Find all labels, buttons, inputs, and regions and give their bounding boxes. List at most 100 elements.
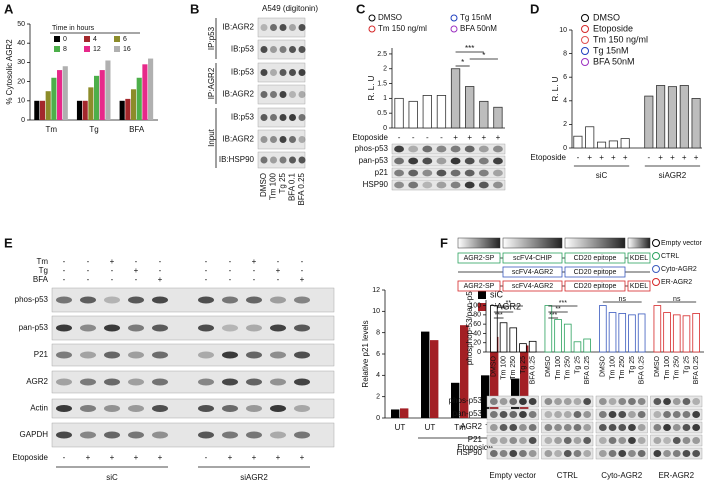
blot-band bbox=[628, 437, 636, 444]
x-tick-label: Tm bbox=[454, 423, 466, 432]
bar bbox=[82, 100, 88, 120]
bar bbox=[544, 305, 553, 353]
legend-title: Time in hours bbox=[52, 25, 95, 32]
blot-band bbox=[104, 405, 120, 412]
x-tick-label: + bbox=[453, 133, 458, 142]
treatment-sign: - bbox=[205, 257, 208, 266]
construct-label: CD20 epitope bbox=[574, 255, 617, 262]
x-tick-label: - bbox=[647, 153, 650, 162]
bar bbox=[57, 70, 63, 120]
x-tick-label: BFA 0.25 bbox=[529, 356, 536, 385]
bar bbox=[620, 138, 630, 149]
bar bbox=[608, 312, 617, 353]
blot-band bbox=[289, 24, 296, 31]
treatment-sign: - bbox=[253, 266, 256, 275]
blot-band bbox=[598, 411, 607, 418]
blot-band bbox=[270, 46, 277, 53]
treatment-sign: + bbox=[228, 453, 233, 462]
blot-band bbox=[519, 437, 527, 444]
blot-label: pan-p53 bbox=[19, 323, 49, 332]
blot-strip bbox=[51, 287, 335, 313]
blot-band bbox=[637, 411, 646, 418]
blot-band bbox=[464, 181, 475, 189]
blot-band bbox=[298, 24, 306, 31]
bar bbox=[583, 338, 591, 353]
blot-band bbox=[563, 450, 572, 457]
x-tick-label: Tg 25 bbox=[683, 356, 690, 374]
bar bbox=[667, 86, 677, 149]
blot-band bbox=[298, 136, 306, 143]
x-tick-label: DMSO bbox=[600, 355, 607, 377]
y-tick-label: 8 bbox=[563, 50, 567, 57]
bar bbox=[679, 85, 689, 149]
construct-box bbox=[502, 266, 563, 278]
blot-strip bbox=[595, 395, 648, 408]
construct-box bbox=[457, 280, 501, 292]
blot-band bbox=[289, 114, 296, 121]
blot-band bbox=[598, 450, 607, 457]
blot-strip bbox=[51, 343, 335, 367]
bar bbox=[436, 95, 447, 129]
blot-band bbox=[628, 450, 636, 457]
blot-band bbox=[628, 411, 636, 418]
blot-band bbox=[528, 437, 537, 444]
group-label: Etoposide bbox=[457, 443, 493, 452]
significance-label: ns bbox=[673, 296, 681, 303]
treatment-sign: + bbox=[276, 453, 281, 462]
x-tick-label: Tm 250 bbox=[674, 356, 681, 380]
x-axis-label: Etoposide bbox=[352, 133, 388, 142]
blot-band bbox=[198, 351, 214, 359]
blot-strip bbox=[650, 421, 703, 434]
blot-label: HSP90 bbox=[457, 448, 483, 457]
legend-label: Cyto-AGR2 bbox=[661, 266, 697, 273]
treatment-sign: - bbox=[63, 453, 66, 462]
x-tick-label: BFA 0.25 bbox=[584, 356, 591, 385]
legend-label: BFA 50nM bbox=[460, 24, 497, 33]
blot-band bbox=[260, 136, 268, 143]
significance-label: ** bbox=[555, 306, 561, 313]
blot-label: P21 bbox=[34, 350, 49, 359]
treatment-sign: - bbox=[111, 266, 114, 275]
y-tick-label: 6 bbox=[563, 74, 567, 81]
blot-band bbox=[528, 424, 537, 431]
blot-band bbox=[663, 437, 671, 444]
significance-label: * bbox=[461, 58, 464, 67]
x-tick-label: BFA bbox=[129, 125, 145, 134]
x-tick-label: Tg 25 bbox=[629, 356, 636, 374]
bar bbox=[490, 336, 499, 418]
blot-band bbox=[436, 181, 447, 189]
bar bbox=[509, 327, 518, 353]
bar bbox=[644, 95, 654, 149]
treatment-sign: + bbox=[158, 275, 163, 284]
y-tick-label: 2.5 bbox=[377, 51, 387, 58]
x-tick-label: Tm 250 bbox=[510, 356, 517, 380]
blot-band bbox=[222, 378, 238, 386]
blot-band bbox=[672, 424, 681, 431]
legend-label: CTRL bbox=[661, 253, 679, 260]
bar bbox=[421, 331, 430, 418]
blot-band bbox=[408, 157, 419, 165]
y-tick-label: 40 bbox=[473, 330, 481, 337]
blot-label: p21 bbox=[375, 168, 389, 177]
blot-band bbox=[198, 405, 214, 412]
blot-band bbox=[298, 156, 306, 164]
treatment-sign: - bbox=[277, 275, 280, 284]
blot-band bbox=[246, 405, 262, 412]
legend-label: 0 bbox=[63, 36, 67, 43]
blot-band bbox=[637, 437, 646, 444]
significance-label: *** bbox=[465, 44, 474, 53]
blot-band bbox=[279, 24, 287, 31]
y-tick-label: 40 bbox=[17, 40, 25, 47]
bar bbox=[481, 375, 490, 418]
blot-band bbox=[152, 296, 168, 304]
y-axis-label: R. L. U bbox=[367, 75, 376, 100]
bar bbox=[451, 382, 460, 418]
blot-band bbox=[583, 424, 592, 431]
blot-band bbox=[246, 378, 262, 386]
blot-band bbox=[246, 296, 262, 304]
blot-band bbox=[519, 411, 527, 418]
bar bbox=[465, 86, 475, 129]
treatment-sign: - bbox=[135, 275, 138, 284]
blot-band bbox=[598, 437, 607, 444]
blot-band bbox=[583, 411, 592, 418]
